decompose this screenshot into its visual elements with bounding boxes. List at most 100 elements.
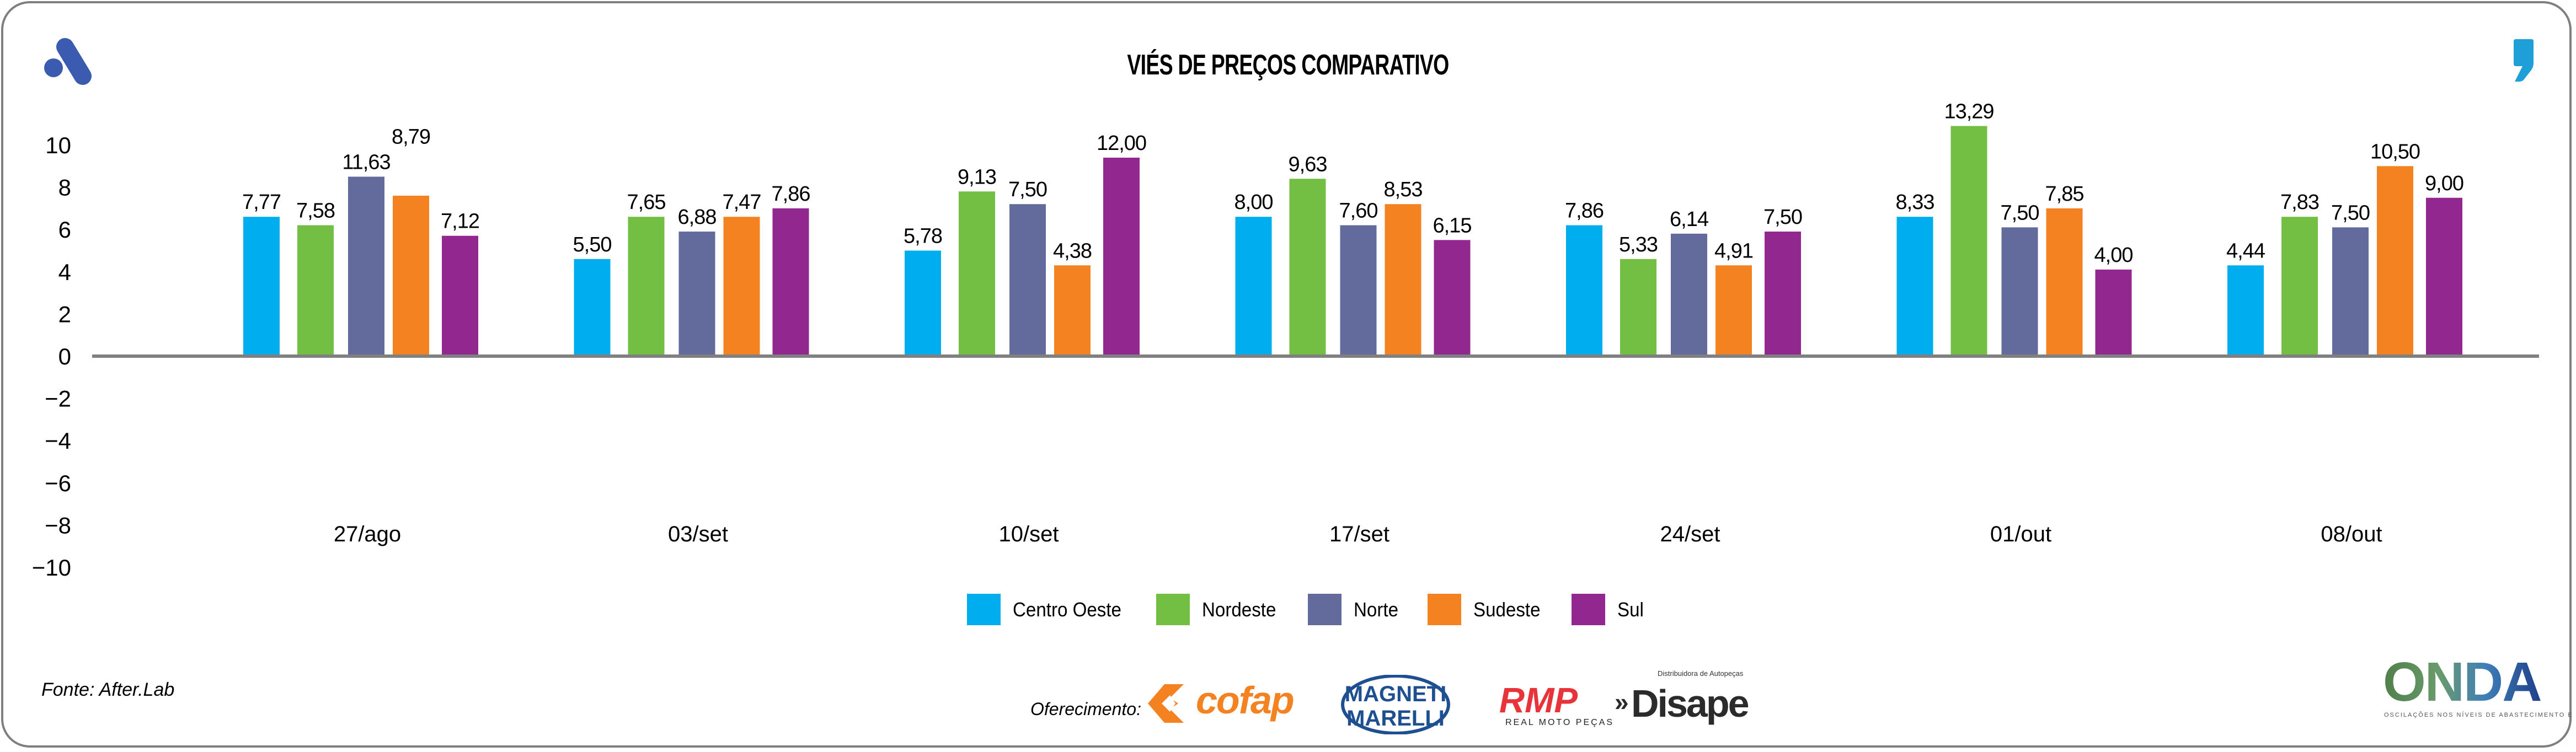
after-lab-logo-icon (44, 38, 92, 85)
legend-swatch (1572, 594, 1606, 625)
bar-norte (348, 176, 384, 356)
bar-centro-oeste (1566, 225, 1602, 356)
x-tick-label: 27/ago (334, 522, 401, 546)
data-label: 6,88 (678, 206, 717, 229)
x-axis-ticks: 27/ago 03/set 10/set 17/set 24/set 01/out 08/o… (334, 522, 2382, 546)
bar-centro-oeste (574, 259, 611, 356)
rmp-emblem: RMP (1499, 681, 1578, 716)
chart-title: VIÉS DE PREÇOS COMPARATIVO (1127, 49, 1449, 81)
data-label: 7,85 (2045, 182, 2084, 206)
y-tick-label: −6 (45, 470, 71, 496)
bar-nordeste (959, 191, 995, 356)
bar-nordeste (1620, 259, 1656, 356)
data-label: 9,00 (2425, 172, 2463, 195)
y-tick-label: 0 (58, 343, 71, 369)
bar-sul (772, 208, 809, 356)
data-label: 7,47 (723, 191, 761, 214)
data-label: 8,33 (1896, 191, 1934, 214)
chart-title-wrap: VIÉS DE PREÇOS COMPARATIVO (0, 49, 2576, 82)
data-label: 4,00 (2094, 244, 2133, 267)
data-label: 7,65 (627, 191, 666, 214)
data-label: 5,50 (573, 233, 612, 256)
y-tick-label: −4 (45, 428, 71, 454)
rmp-subtitle: REAL MOTO PEÇAS (1505, 718, 1615, 727)
data-label: 7,58 (296, 200, 335, 223)
legend-swatch (1308, 594, 1342, 625)
bar-sudeste (1054, 265, 1091, 356)
legend-label: Sudeste (1473, 598, 1541, 621)
data-label: 10,50 (2370, 140, 2420, 163)
x-tick-label: 17/set (1329, 522, 1389, 546)
data-label: 13,29 (1944, 100, 1994, 123)
legend-item: Centro Oeste (967, 594, 1131, 625)
x-tick-label: 10/set (999, 522, 1059, 546)
data-label: 5,33 (1619, 233, 1658, 256)
legend-item: Sul (1572, 594, 1646, 625)
quote-comma-icon (2514, 39, 2534, 82)
data-label: 11,63 (342, 151, 390, 174)
disape-arrow-icon: » (1615, 687, 1629, 716)
data-label: 7,86 (772, 182, 810, 206)
data-label: 6,15 (1433, 214, 1472, 237)
legend-label: Nordeste (1202, 598, 1276, 621)
disape-logo: Distribuidora de Autopeças » Disape (1615, 669, 1763, 730)
y-tick-label: −2 (45, 386, 71, 412)
data-label: 7,12 (441, 210, 479, 233)
data-label: 8,79 (392, 125, 430, 148)
data-label: 4,44 (2226, 239, 2265, 262)
bar-sudeste (723, 217, 760, 356)
legend-swatch (1428, 594, 1462, 625)
onda-wordmark: ONDA (2383, 651, 2542, 713)
bar-norte (1340, 225, 1377, 356)
legend-swatch (1156, 594, 1190, 625)
bar-nordeste (628, 217, 665, 356)
data-label: 5,78 (904, 225, 942, 248)
y-tick-label: −10 (32, 555, 71, 581)
data-label: 7,50 (2001, 201, 2039, 224)
bar-sudeste (2377, 166, 2413, 356)
bar-nordeste (1289, 179, 1326, 356)
chart-legend: Centro Oeste Nordeste Norte Sudeste Sul (967, 594, 1671, 625)
legend-label: Centro Oeste (1013, 598, 1121, 621)
x-tick-label: 01/out (1990, 522, 2051, 546)
bar-centro-oeste (1896, 217, 1933, 356)
rmp-logo: RMP REAL MOTO PEÇAS (1483, 681, 1612, 731)
legend-item: Nordeste (1156, 594, 1282, 625)
x-tick-label: 03/set (668, 522, 728, 546)
bar-nordeste (2281, 217, 2318, 356)
data-label: 8,53 (1384, 178, 1423, 201)
onda-logo: ONDA OSCILAÇÕES NOS NÍVEIS DE ABASTECIME… (2383, 654, 2576, 719)
bar-sudeste (393, 195, 429, 356)
data-label: 7,83 (2280, 191, 2319, 214)
data-label: 7,50 (1763, 206, 1802, 229)
data-label: 7,50 (2331, 201, 2370, 224)
data-label: 8,00 (1234, 191, 1273, 214)
data-label: 7,60 (1339, 200, 1378, 223)
y-axis-ticks: 10 8 6 4 2 0 −2 −4 −6 −8 −10 (32, 132, 71, 581)
marelli-line1: MAGNETI (1345, 682, 1446, 706)
data-label: 9,13 (958, 165, 996, 189)
y-tick-label: 4 (58, 259, 71, 285)
data-label: 4,91 (1714, 239, 1753, 262)
y-tick-label: −8 (45, 512, 71, 538)
data-label: 6,14 (1670, 208, 1709, 231)
bar-norte (2332, 227, 2369, 356)
y-tick-label: 10 (45, 132, 71, 158)
bar-series (243, 126, 2462, 356)
magneti-marelli-emblem: MAGNETI MARELLI (1341, 675, 1450, 734)
magneti-marelli-logo: MAGNETI MARELLI (1340, 675, 1451, 734)
bar-sul (2095, 269, 2132, 356)
rmp-wordmark: RMP (1499, 681, 1578, 716)
bar-sudeste (2046, 208, 2083, 356)
y-tick-label: 2 (58, 301, 71, 327)
disape-subtitle: Distribuidora de Autopeças (1658, 669, 1744, 678)
x-tick-label: 24/set (1660, 522, 1720, 546)
bar-sul (1434, 240, 1471, 356)
legend-label: Sul (1617, 598, 1644, 621)
bar-norte (1009, 204, 1046, 356)
bar-centro-oeste (1235, 217, 1272, 356)
legend-label: Norte (1354, 598, 1399, 621)
source-note: Fonte: After.Lab (41, 679, 175, 700)
legend-item: Norte (1308, 594, 1402, 625)
